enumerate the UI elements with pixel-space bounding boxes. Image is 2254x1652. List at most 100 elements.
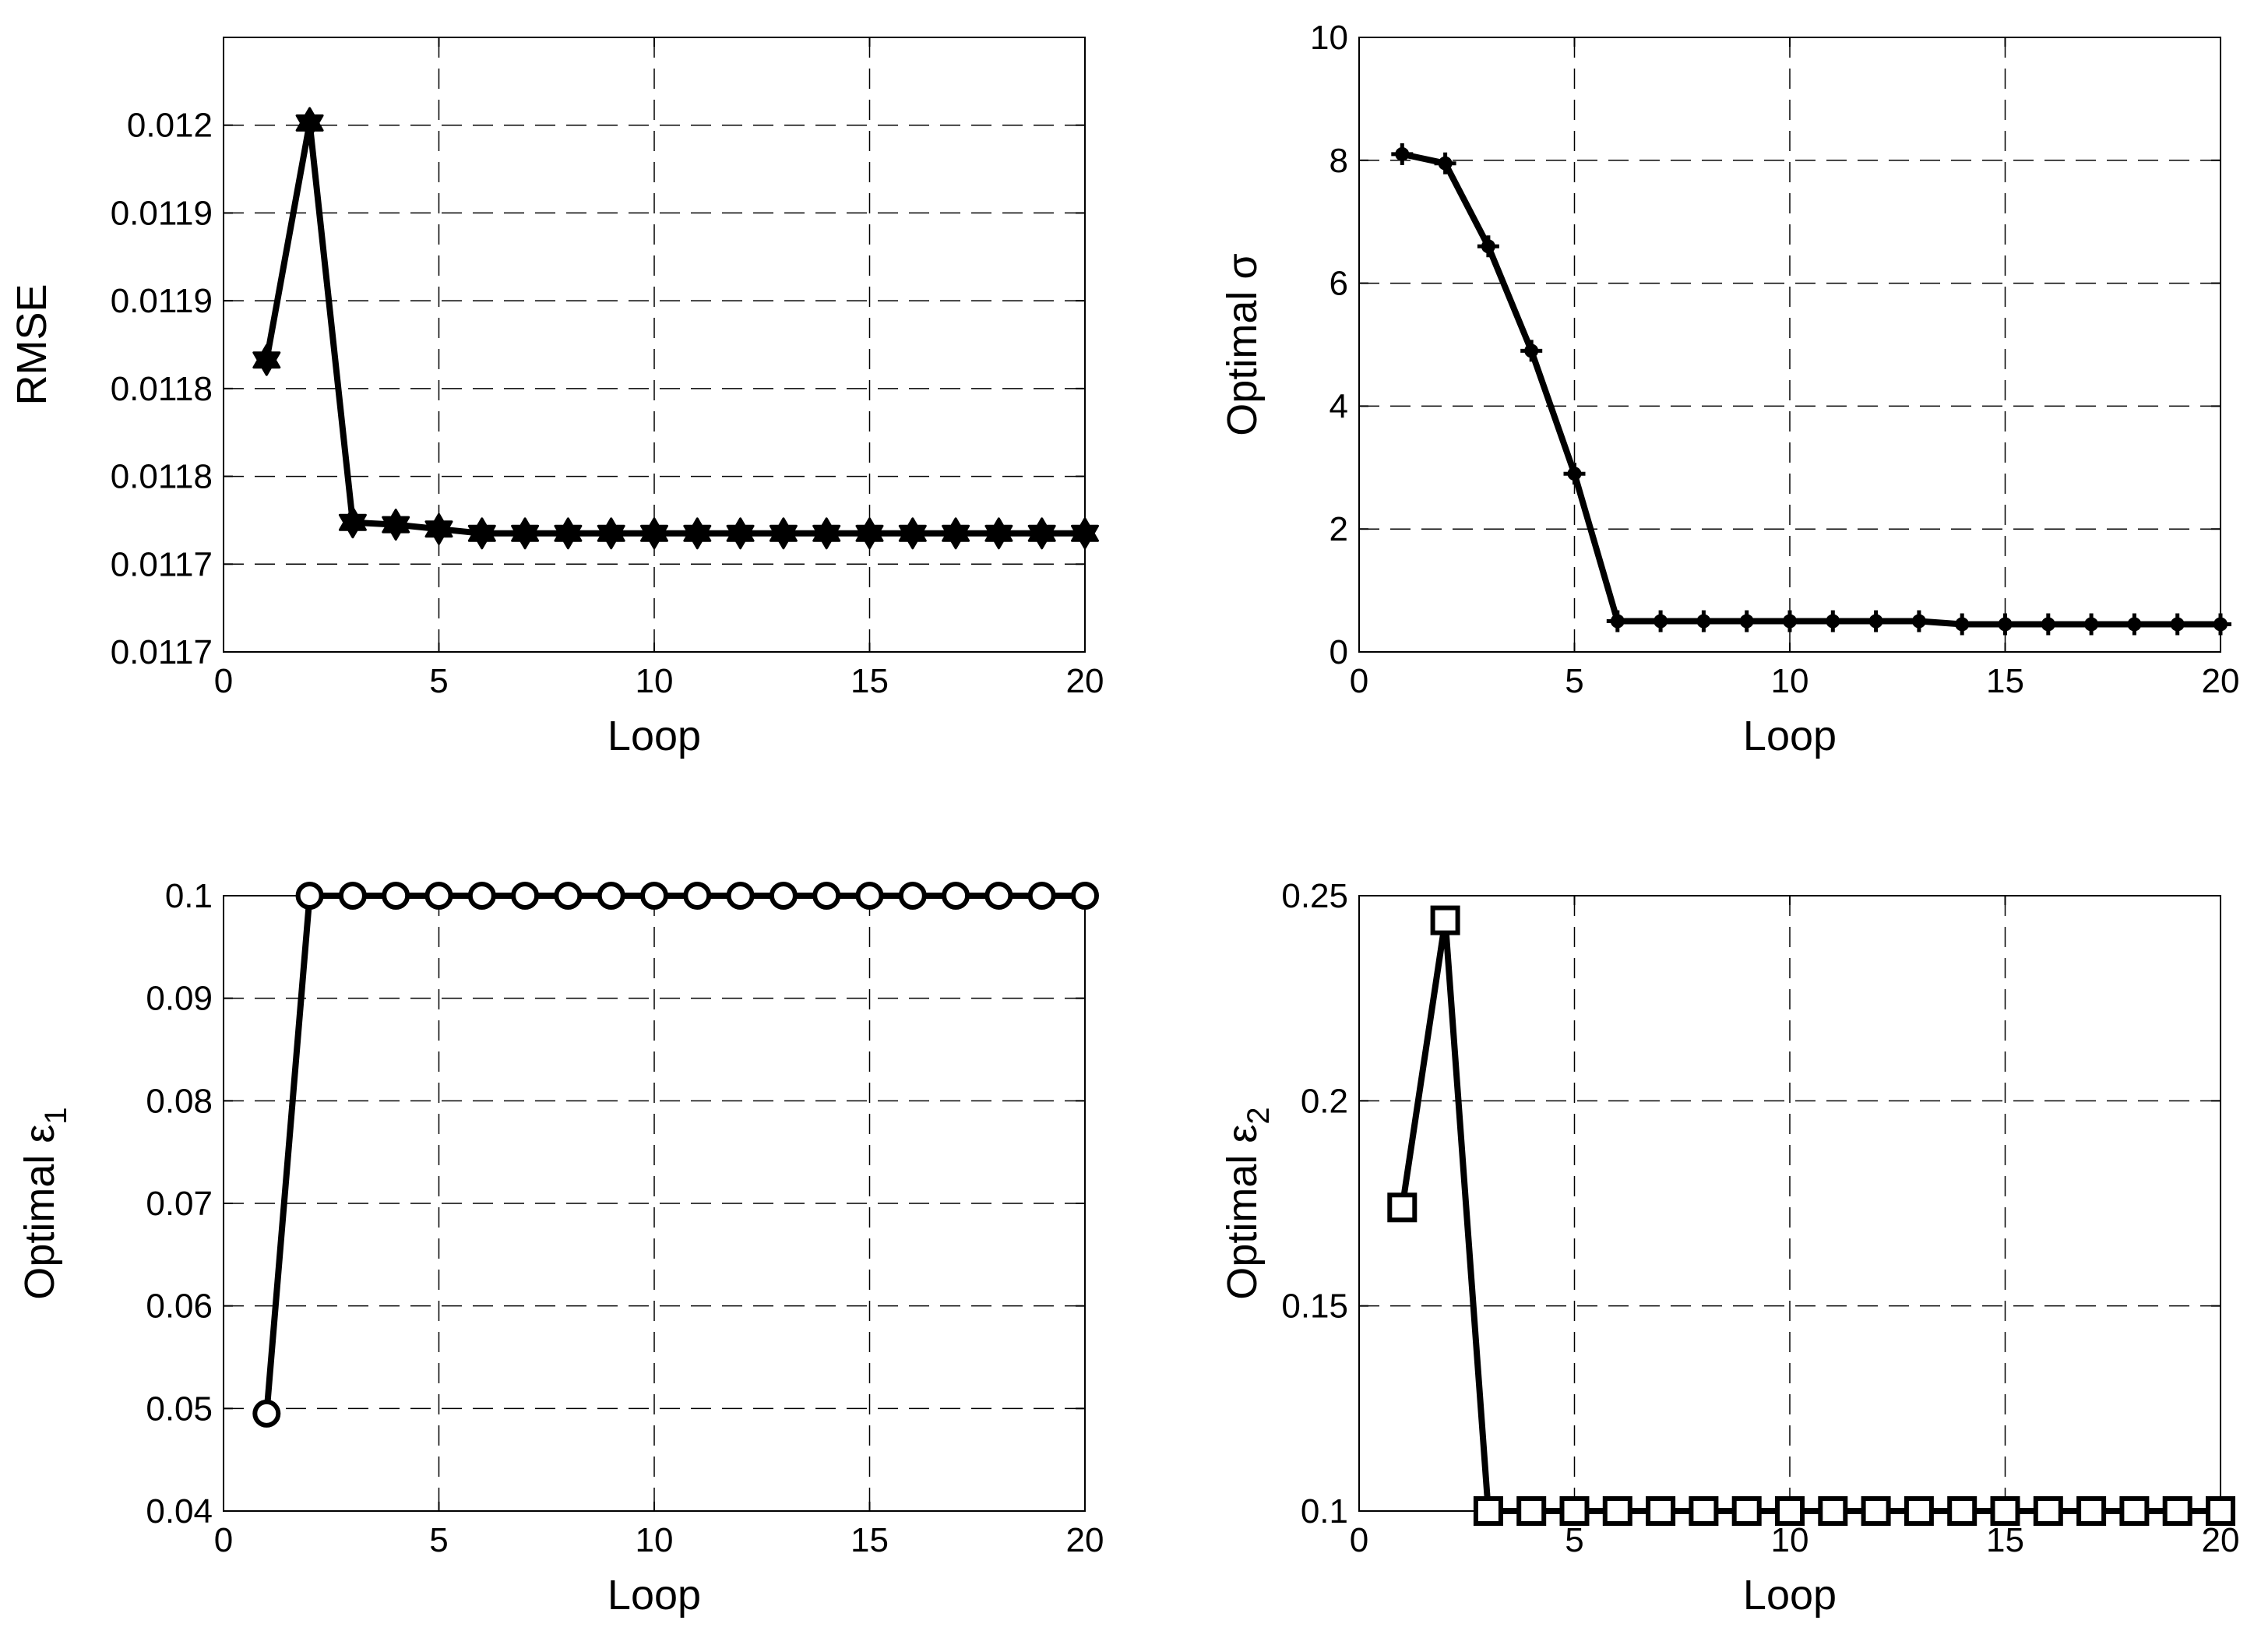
data-point [726,882,755,910]
x-tick-label: 0 [214,1521,233,1559]
data-point [554,882,583,910]
data-point [424,882,453,910]
data-point [1818,1496,1848,1526]
y-tick-label: 0.1 [165,877,213,915]
data-point [467,882,496,910]
y-tick-label: 0.0119 [111,194,213,232]
data-point [1071,882,1099,910]
y-tick-label: 0.04 [146,1492,213,1530]
data-point [338,506,367,539]
data-point [1692,610,1715,632]
x-tick-label: 5 [1565,1521,1583,1559]
data-point [1646,1496,1676,1526]
x-tick-label: 0 [1350,1521,1368,1559]
data-point [1861,1496,1891,1526]
data-point [769,882,798,910]
y-tick-label: 8 [1330,142,1348,180]
x-tick-label: 5 [429,662,448,700]
y-axis-label-text: RMSE [9,284,55,405]
y-axis-label: Optimal σ [1219,253,1266,435]
y-axis-label-text: Optimal ε [16,1125,63,1300]
plot-area [1359,896,2221,1511]
y-tick-label: 0.1 [1301,1492,1348,1530]
data-point [1473,1496,1503,1526]
data-point [382,882,410,910]
y-tick-label: 0.07 [146,1185,213,1223]
data-point [2033,1496,2063,1526]
data-point [683,882,712,910]
plot-frame [1358,37,2221,653]
data-point [597,517,625,550]
x-tick-label: 5 [1565,662,1583,700]
data-point [984,517,1013,550]
data-point [252,1399,281,1428]
data-point [597,882,625,910]
chart-panel-3: 0 5 10 15 20 0.04 0.05 0.06 0.07 0.08 0.09 0.1 Loop O… [16,877,1104,1619]
data-point [2206,1496,2235,1526]
x-tick-label: 15 [851,662,889,700]
data-point [2162,1496,2192,1526]
data-point [1994,613,2016,636]
data-point [769,517,798,550]
data-point [1907,610,1930,632]
y-axis-label-text: Optimal ε [1219,1125,1266,1300]
data-point [898,882,927,910]
data-point [554,517,583,550]
y-axis-label: Optimal ε2 [1219,1107,1276,1299]
data-point [1559,1496,1590,1526]
data-point [1602,1496,1632,1526]
plot-frame [223,37,1086,653]
plot-area [1359,37,2221,652]
x-tick-label: 0 [214,662,233,700]
data-point [1951,613,1974,636]
y-axis-label-subscript: 1 [39,1107,73,1124]
x-axis-label: Loop [608,713,701,759]
x-tick-label: 10 [636,662,674,700]
chart-panel-2: 0 5 10 15 20 0 2 4 6 8 10 Loop Optimal σ [1219,19,2239,759]
y-tick-label: 0.0117 [111,633,213,671]
x-axis-label: Loop [1743,1572,1837,1619]
y-tick-label: 2 [1330,510,1348,548]
data-point [338,882,367,910]
data-point [726,517,755,550]
x-tick-label: 10 [1771,1521,1809,1559]
data-point [855,517,884,550]
y-tick-label: 0.0118 [111,370,213,408]
data-point [1735,610,1758,632]
data-point [295,882,324,910]
x-axis-label: Loop [1743,713,1837,759]
y-tick-label: 0.2 [1301,1082,1348,1120]
data-point [1779,610,1801,632]
y-tick-label: 10 [1310,19,1348,57]
data-point [2210,613,2231,636]
data-point [1027,882,1056,910]
x-tick-label: 0 [1350,662,1368,700]
y-tick-label: 0.15 [1281,1287,1348,1326]
data-point [1387,1192,1418,1223]
data-point [855,882,884,910]
y-tick-label: 0.06 [146,1287,213,1326]
y-tick-label: 0.012 [127,107,213,145]
x-tick-label: 15 [1986,1521,2024,1559]
data-point [1731,1496,1762,1526]
y-tick-label: 0.09 [146,980,213,1018]
data-point [1071,517,1099,550]
data-point [1520,340,1543,362]
x-tick-label: 20 [2202,1521,2240,1559]
data-point [1990,1496,2020,1526]
y-tick-label: 4 [1330,387,1348,425]
data-point [2037,613,2059,636]
data-point [1477,235,1499,258]
data-point [2123,613,2146,636]
data-point [1606,610,1629,632]
y-axis-label-text: Optimal σ [1219,253,1266,435]
data-point [295,107,324,139]
y-tick-label: 0 [1330,633,1348,671]
data-point [1822,610,1844,632]
data-point [511,882,540,910]
data-point [1391,143,1414,165]
x-tick-label: 20 [1066,1521,1104,1559]
data-point [640,882,668,910]
data-point [2119,1496,2150,1526]
